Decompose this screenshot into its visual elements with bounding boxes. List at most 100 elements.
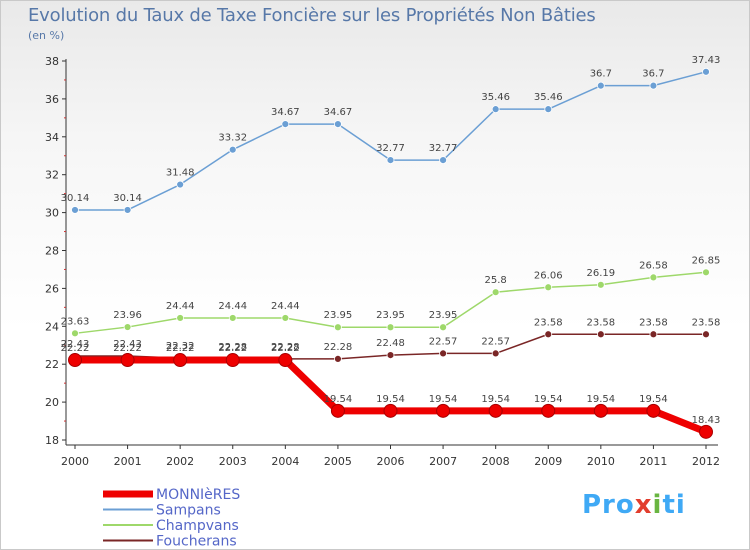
unit-subtitle: (en %) <box>28 29 65 42</box>
data-label: 22.32 <box>166 341 195 352</box>
data-label: 22.43 <box>61 339 90 350</box>
data-point <box>176 180 185 189</box>
data-label: 26.85 <box>692 255 721 266</box>
data-point <box>386 323 395 332</box>
data-point <box>439 349 447 358</box>
data-point <box>702 330 710 339</box>
data-point <box>386 351 395 360</box>
y-tick-label: 32 <box>45 169 59 182</box>
data-label: 23.58 <box>534 317 563 328</box>
legend-label: Sampans <box>156 503 221 519</box>
data-label: 22.28 <box>271 342 300 353</box>
x-tick-label: 2005 <box>324 455 352 468</box>
data-label: 19.54 <box>534 394 563 405</box>
data-point <box>491 288 500 297</box>
x-tick-label: 2002 <box>166 455 194 468</box>
data-label: 19.54 <box>324 394 353 405</box>
data-label: 34.67 <box>324 107 353 118</box>
data-point <box>334 120 342 129</box>
data-point <box>649 273 658 282</box>
data-point <box>228 314 237 322</box>
data-label: 23.58 <box>692 317 721 328</box>
x-tick-label: 2007 <box>429 455 457 468</box>
data-point <box>596 330 605 339</box>
data-point <box>386 156 395 165</box>
data-label: 19.54 <box>429 394 458 405</box>
data-label: 31.48 <box>166 168 195 179</box>
data-label: 22.57 <box>429 336 458 347</box>
data-label: 36.7 <box>642 69 664 80</box>
data-point <box>649 81 658 90</box>
x-tick-label: 2003 <box>219 455 247 468</box>
data-point <box>68 353 82 368</box>
y-tick-label: 26 <box>45 282 59 295</box>
data-label: 33.32 <box>218 133 247 144</box>
y-tick-label: 36 <box>45 93 59 106</box>
data-label: 23.96 <box>113 310 142 321</box>
data-label: 22.22 <box>61 343 90 354</box>
data-label: 32.77 <box>429 143 458 154</box>
data-label: 37.43 <box>692 55 721 66</box>
data-label: 24.44 <box>218 301 247 312</box>
x-tick-label: 2009 <box>534 455 562 468</box>
data-label: 26.58 <box>639 260 668 271</box>
legend-label: Foucherans <box>156 534 237 550</box>
data-point <box>173 353 188 368</box>
data-label: 32.77 <box>376 143 405 154</box>
data-label: 22.22 <box>271 343 300 354</box>
data-label: 35.46 <box>534 92 563 103</box>
data-label: 22.28 <box>218 342 247 353</box>
data-label: 30.14 <box>61 193 90 204</box>
y-tick-label: 22 <box>45 358 59 371</box>
data-point <box>646 403 661 418</box>
data-label: 19.54 <box>639 394 668 405</box>
data-label: 22.22 <box>218 343 247 354</box>
data-label: 24.44 <box>271 301 300 312</box>
proxiti-logo: Proxiti <box>582 490 686 520</box>
data-label: 34.67 <box>271 107 300 118</box>
data-point <box>702 268 710 277</box>
data-label: 19.54 <box>587 394 616 405</box>
data-point <box>330 403 345 418</box>
data-point <box>702 67 710 76</box>
data-label: 23.95 <box>429 310 458 321</box>
data-label: 23.63 <box>61 316 90 327</box>
data-point <box>593 403 608 418</box>
data-point <box>596 280 605 289</box>
data-point <box>71 206 79 214</box>
y-tick-label: 38 <box>45 55 59 68</box>
data-point <box>699 424 713 439</box>
data-label: 23.95 <box>376 310 405 321</box>
data-point <box>71 329 79 338</box>
data-point <box>544 105 553 114</box>
data-label: 25.8 <box>485 275 507 286</box>
data-point <box>649 330 658 339</box>
data-label: 23.58 <box>587 317 616 328</box>
data-point <box>176 314 185 322</box>
data-label: 19.54 <box>376 394 405 405</box>
data-point <box>491 105 500 114</box>
x-tick-label: 2006 <box>377 455 405 468</box>
page-title: Evolution du Taux de Taxe Foncière sur l… <box>28 5 596 26</box>
data-label: 24.44 <box>166 301 195 312</box>
data-point <box>383 403 398 418</box>
data-point <box>596 81 605 90</box>
x-tick-label: 2012 <box>692 455 720 468</box>
data-label: 30.14 <box>113 193 142 204</box>
x-tick-label: 2001 <box>114 455 142 468</box>
data-label: 22.22 <box>166 343 195 354</box>
data-label: 23.95 <box>324 310 353 321</box>
x-tick-label: 2011 <box>639 455 667 468</box>
data-point <box>544 283 553 292</box>
data-point <box>439 156 447 165</box>
data-label: 26.06 <box>534 270 563 281</box>
data-label: 22.43 <box>113 339 142 350</box>
y-tick-label: 30 <box>45 207 59 220</box>
data-point <box>491 349 500 358</box>
data-label: 26.19 <box>587 268 616 279</box>
data-label: 23.58 <box>639 317 668 328</box>
x-tick-label: 2000 <box>61 455 89 468</box>
data-label: 22.48 <box>376 338 405 349</box>
data-label: 22.28 <box>324 342 353 353</box>
data-label: 35.46 <box>481 92 510 103</box>
